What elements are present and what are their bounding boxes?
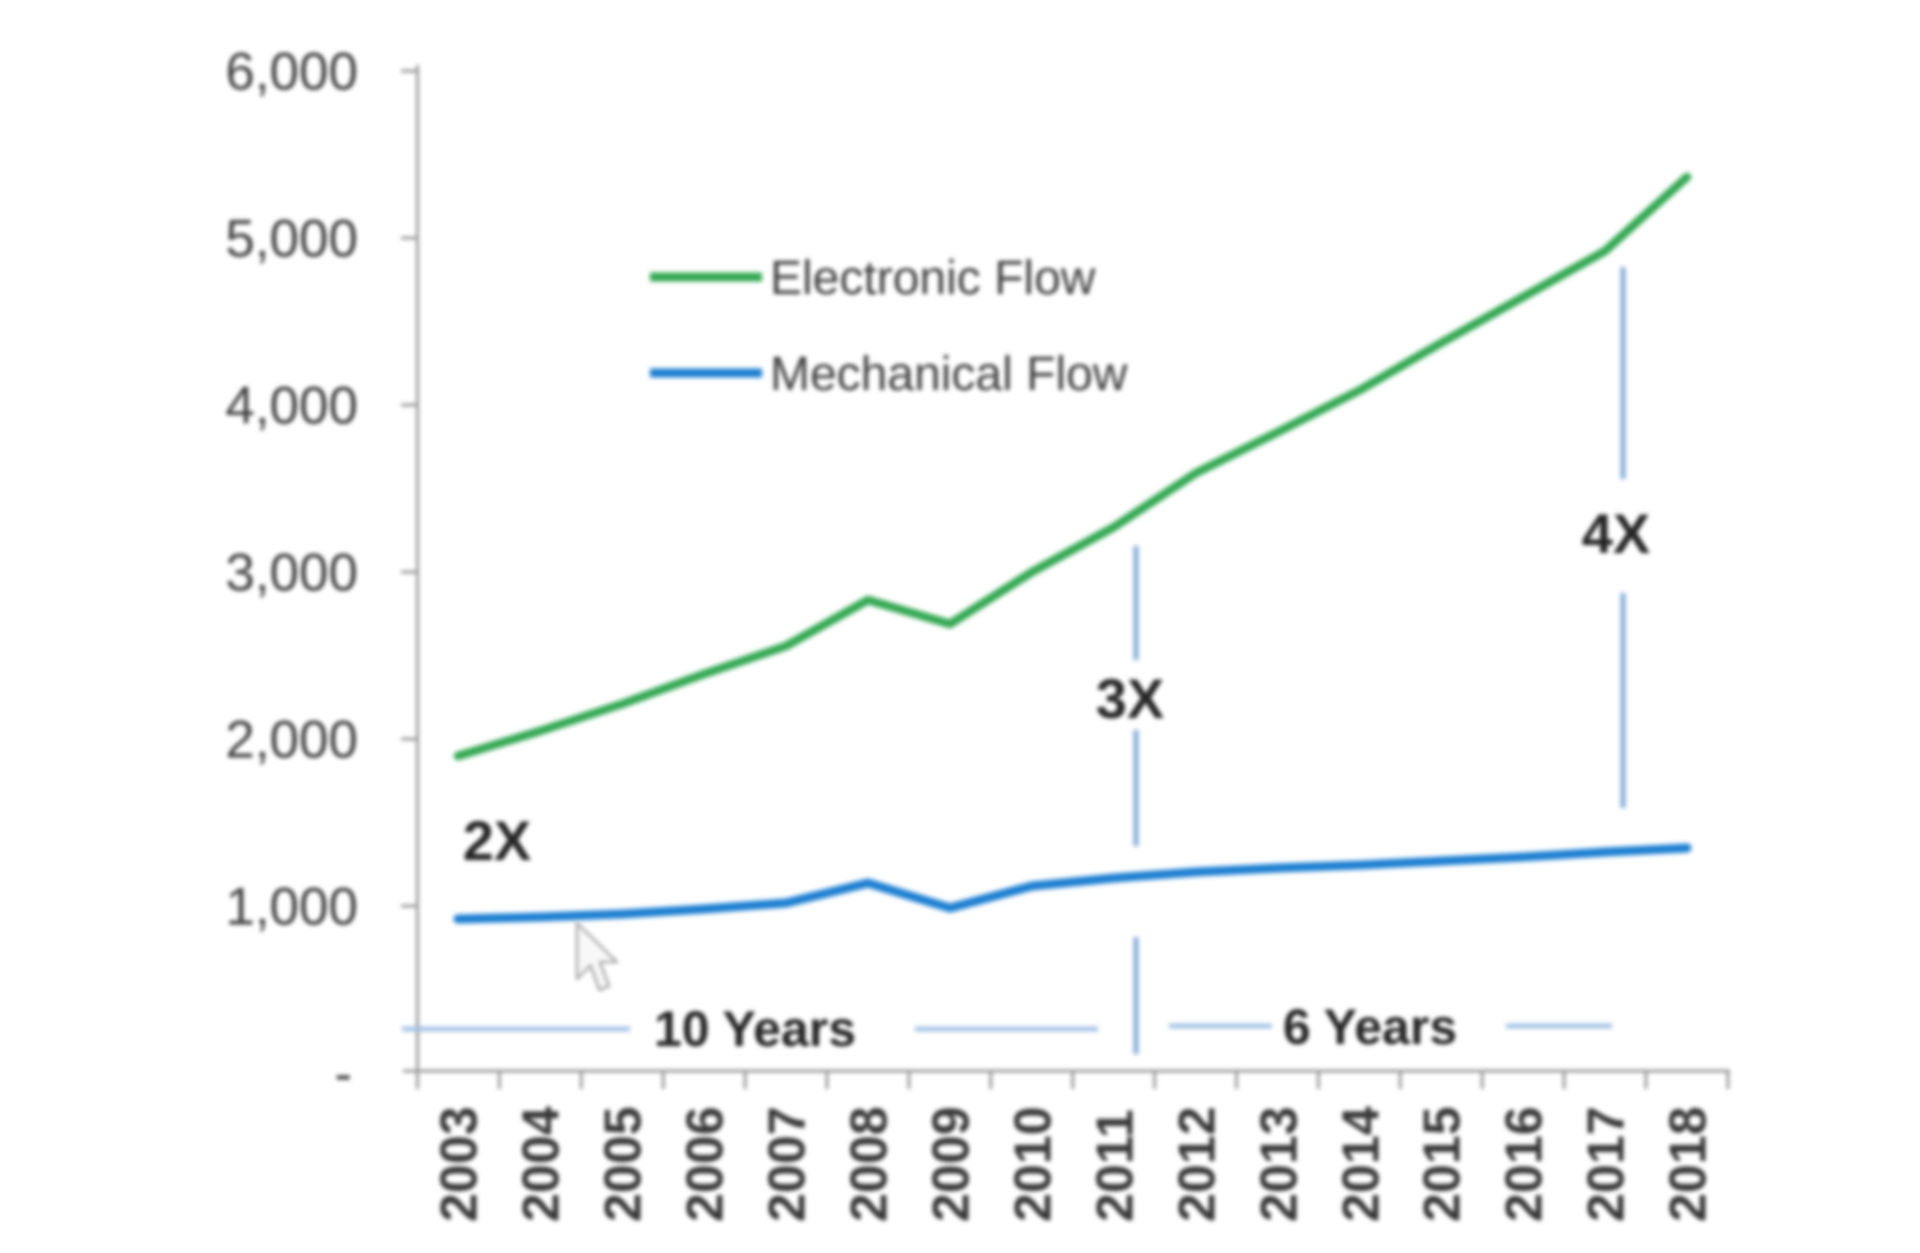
svg-text:Electronic Flow: Electronic Flow bbox=[770, 252, 1096, 305]
svg-text:2003: 2003 bbox=[431, 1106, 489, 1222]
svg-text:2011: 2011 bbox=[1087, 1109, 1145, 1222]
svg-text:6,000: 6,000 bbox=[225, 43, 358, 102]
svg-text:2,000: 2,000 bbox=[225, 711, 358, 770]
svg-text:2004: 2004 bbox=[513, 1106, 571, 1222]
svg-text:2014: 2014 bbox=[1333, 1106, 1391, 1222]
svg-text:2013: 2013 bbox=[1251, 1106, 1309, 1222]
svg-text:2005: 2005 bbox=[595, 1106, 653, 1222]
svg-text:5,000: 5,000 bbox=[225, 210, 358, 269]
svg-text:2012: 2012 bbox=[1169, 1106, 1227, 1222]
svg-text:-: - bbox=[334, 1045, 352, 1104]
svg-text:2018: 2018 bbox=[1660, 1106, 1718, 1222]
svg-text:10 Years: 10 Years bbox=[654, 1001, 856, 1057]
svg-text:3,000: 3,000 bbox=[225, 544, 358, 603]
svg-text:2008: 2008 bbox=[841, 1106, 899, 1222]
svg-text:2X: 2X bbox=[463, 809, 532, 872]
svg-text:6 Years: 6 Years bbox=[1283, 999, 1457, 1055]
svg-text:4X: 4X bbox=[1582, 502, 1651, 565]
svg-text:2016: 2016 bbox=[1496, 1106, 1554, 1222]
svg-text:Mechanical Flow: Mechanical Flow bbox=[770, 348, 1128, 401]
svg-text:2007: 2007 bbox=[759, 1106, 817, 1222]
svg-text:1,000: 1,000 bbox=[225, 878, 358, 937]
svg-text:2017: 2017 bbox=[1578, 1106, 1636, 1222]
svg-text:2015: 2015 bbox=[1414, 1106, 1472, 1222]
svg-text:4,000: 4,000 bbox=[225, 377, 358, 436]
svg-text:2009: 2009 bbox=[923, 1106, 981, 1222]
svg-text:2010: 2010 bbox=[1005, 1106, 1063, 1222]
svg-text:3X: 3X bbox=[1096, 667, 1165, 730]
svg-text:2006: 2006 bbox=[677, 1106, 735, 1222]
